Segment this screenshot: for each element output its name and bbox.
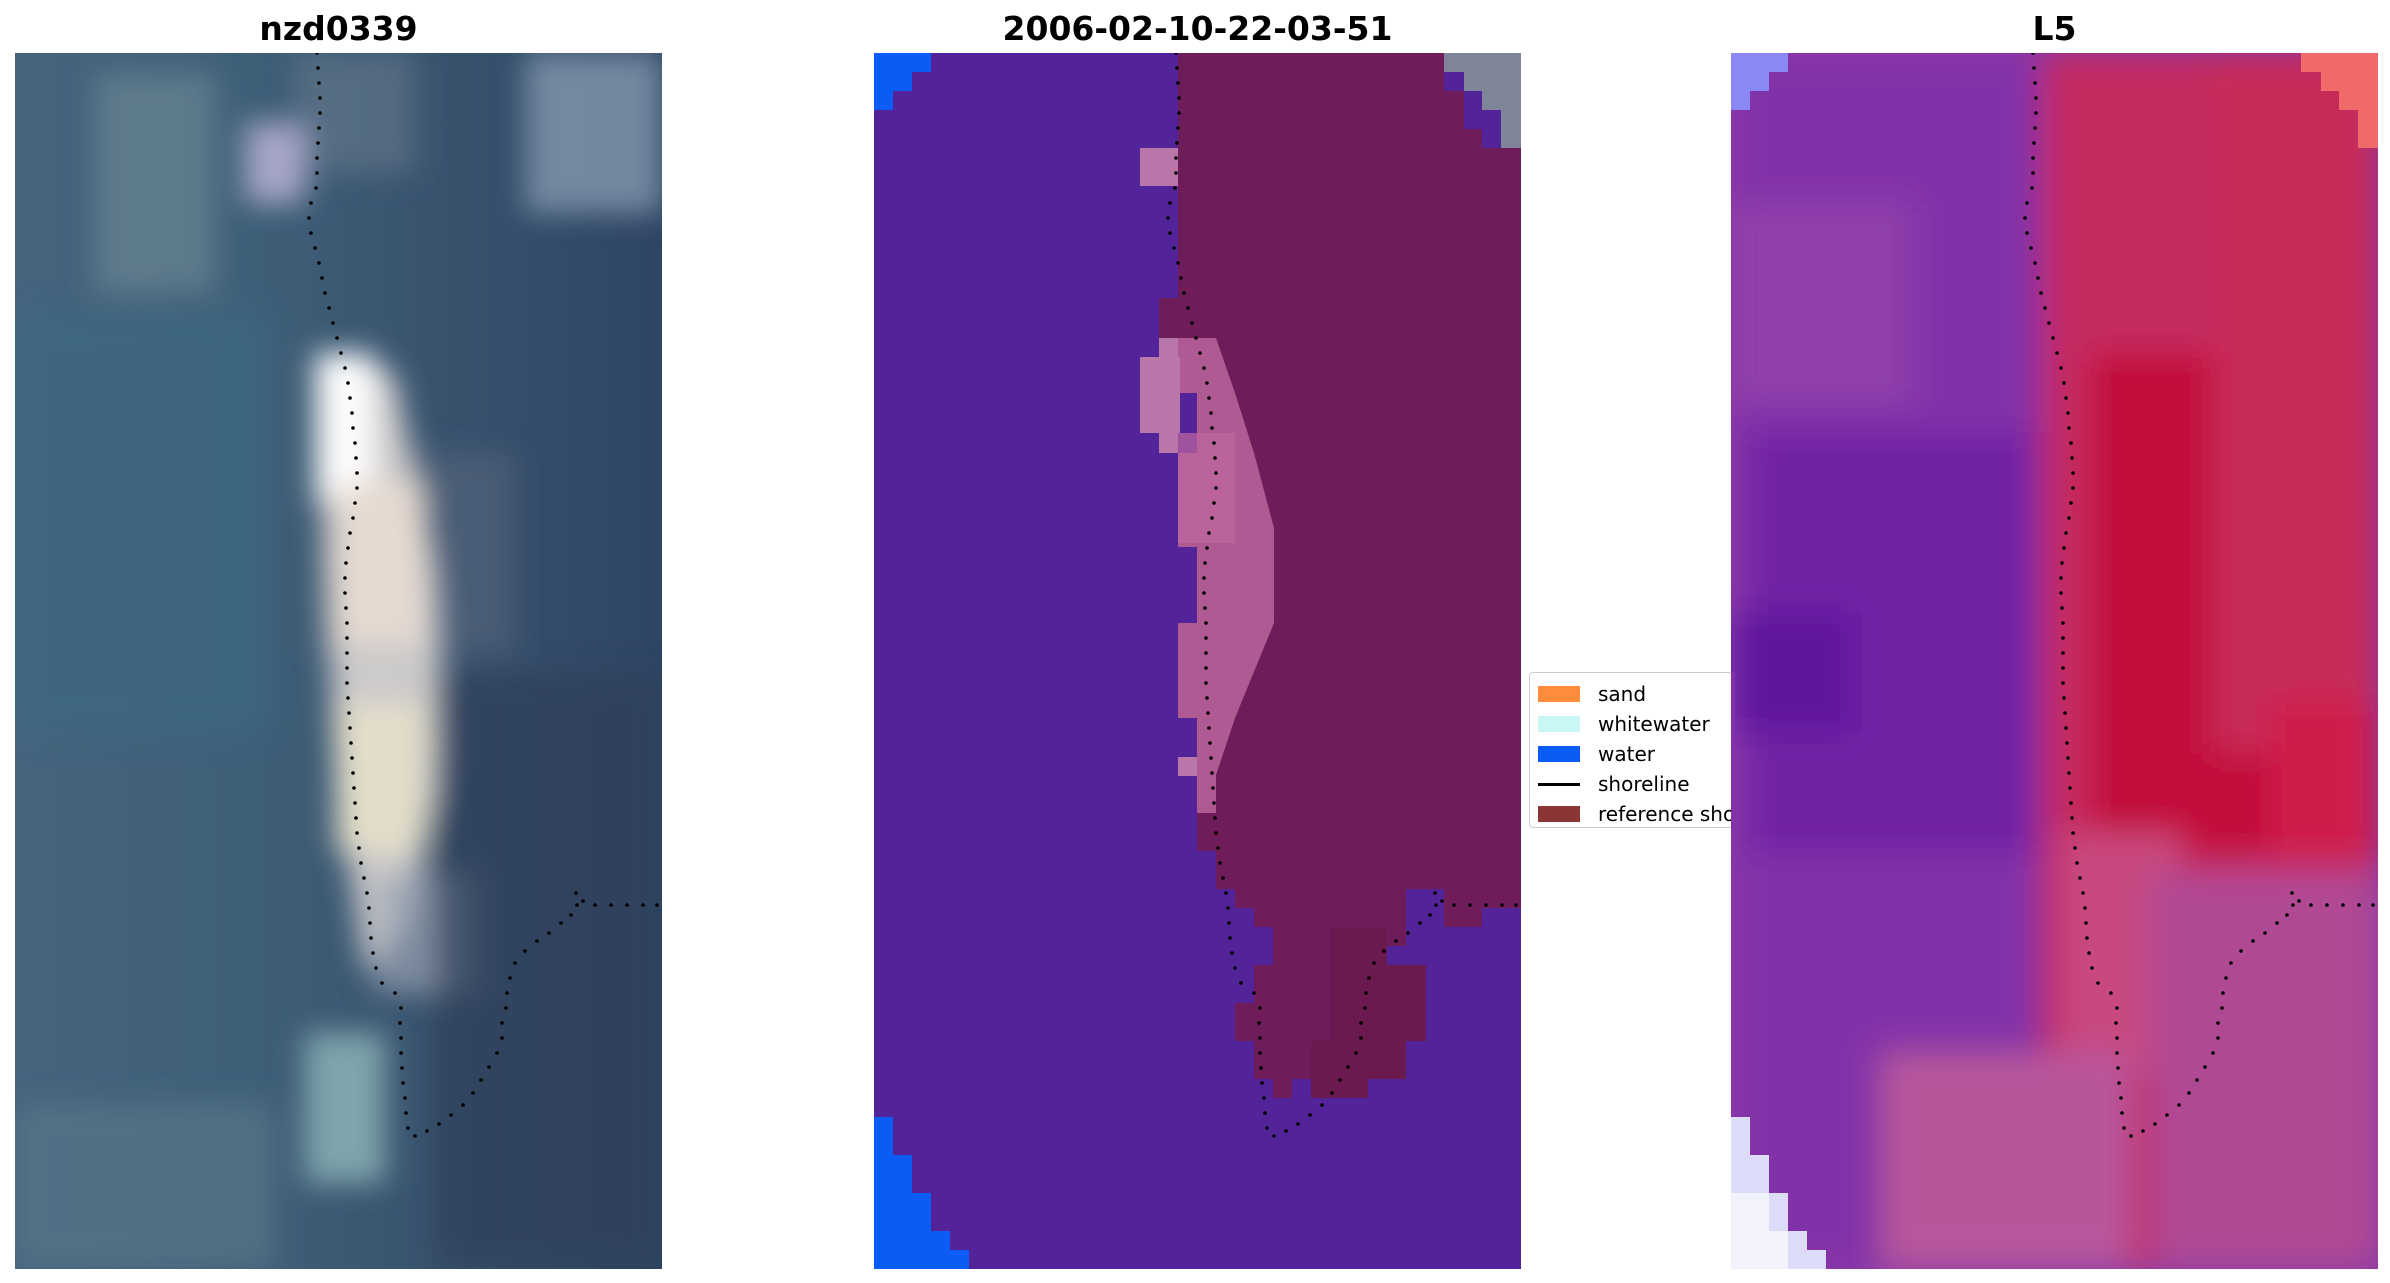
index-image-panel	[1731, 53, 2378, 1269]
rgb-image-panel	[15, 53, 662, 1269]
legend-swatch-sand	[1538, 686, 1580, 702]
legend-item-shoreline: shoreline	[1538, 771, 1690, 797]
legend-swatch-reference-shoreline	[1538, 806, 1580, 822]
legend-item-whitewater: whitewater	[1538, 711, 1710, 737]
shoreline-dots-rgb	[307, 53, 659, 1138]
legend-label-water: water	[1598, 742, 1655, 766]
legend-label-sand: sand	[1598, 682, 1647, 706]
legend-label-shoreline: shoreline	[1598, 772, 1690, 796]
legend-label-reference-shoreline: reference shoreline	[1598, 802, 1732, 826]
classified-image-panel	[874, 53, 1521, 1269]
legend-item-water: water	[1538, 741, 1655, 767]
panel-title-satellite: L5	[2032, 9, 2077, 48]
legend: sand whitewater water shoreline referenc…	[1529, 672, 1733, 828]
shoreline-dots-classified	[1166, 53, 1518, 1138]
legend-clip-edge	[1731, 672, 1735, 832]
legend-item-reference-shoreline: reference shoreline	[1538, 801, 1732, 827]
panel-title-rgb: nzd0339	[259, 9, 418, 48]
legend-line-shoreline	[1538, 782, 1580, 786]
shoreline-dots-index	[2023, 53, 2375, 1138]
legend-item-sand: sand	[1538, 681, 1646, 707]
legend-swatch-water	[1538, 746, 1580, 762]
legend-swatch-whitewater	[1538, 716, 1580, 732]
index-image	[1731, 53, 2378, 1269]
rgb-image	[15, 53, 662, 1269]
classified-image	[874, 53, 1521, 1269]
panel-title-date: 2006-02-10-22-03-51	[1002, 9, 1393, 48]
legend-label-whitewater: whitewater	[1598, 712, 1710, 736]
